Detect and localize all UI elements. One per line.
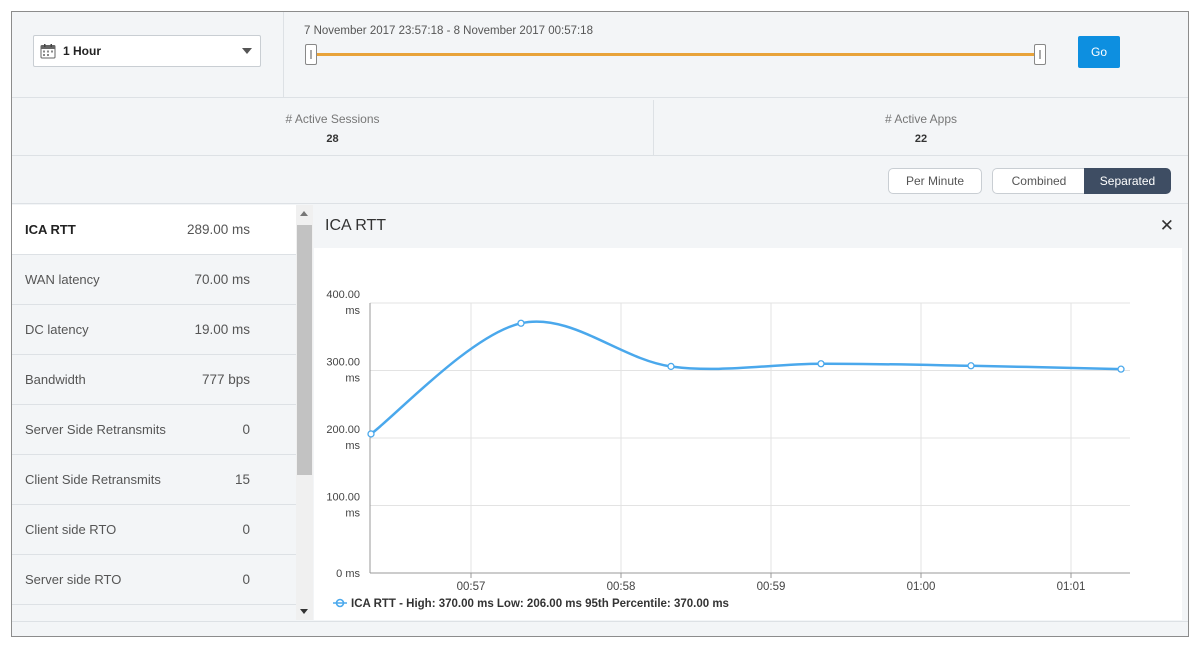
ica-rtt-line-chart: 400.00 ms 300.00 ms 200.00 ms 100.00 ms 0 ms 00:5… (326, 289, 1130, 610)
active-sessions-stat: # Active Sessions 28 (12, 100, 653, 156)
metric-row-wan-latency[interactable]: WAN latency 70.00 ms (12, 255, 296, 305)
chart-header: ICA RTT ✕ (314, 205, 1182, 248)
x-tick-label: 00:59 (757, 581, 786, 593)
main-frame: 1 Hour 7 November 2017 23:57:18 - 8 Nove… (11, 11, 1189, 637)
series-line-ica-rtt (370, 320, 1122, 435)
divider (653, 100, 654, 156)
x-tick-label: 00:57 (457, 581, 486, 593)
chevron-down-icon (242, 48, 252, 54)
metric-row-client-retransmits[interactable]: Client Side Retransmits 15 (12, 455, 296, 505)
metric-value: 0 (242, 572, 250, 587)
combined-toggle[interactable]: Combined (992, 168, 1085, 194)
chart-panel: ICA RTT ✕ 400.00 ms 300.00 ms 200.00 ms 100.00… (314, 205, 1182, 620)
data-point (1117, 365, 1125, 373)
y-tick-label: 0 ms (336, 568, 360, 580)
metric-value: 777 bps (201, 372, 250, 387)
metric-name: Client side RTO (25, 522, 117, 537)
x-tick-label: 01:01 (1057, 581, 1086, 593)
chart-title: ICA RTT (325, 217, 387, 234)
y-tick-unit: ms (345, 508, 360, 520)
slider-start-handle[interactable] (305, 44, 317, 65)
metric-row-server-rto[interactable]: Server side RTO 0 (12, 555, 296, 605)
metric-name: Bandwidth (25, 372, 86, 387)
data-point (667, 362, 675, 371)
data-point (967, 362, 975, 370)
metric-value: 0 (242, 422, 250, 437)
slider-end-handle[interactable] (1034, 44, 1046, 65)
active-apps-stat: # Active Apps 22 (654, 100, 1188, 156)
metric-row-bandwidth[interactable]: Bandwidth 777 bps (12, 355, 296, 405)
metric-row-client-rto[interactable]: Client side RTO 0 (12, 505, 296, 555)
time-slider-track[interactable] (310, 53, 1038, 56)
metric-name: Client Side Retransmits (25, 472, 161, 487)
active-sessions-value: 28 (326, 133, 339, 145)
time-range-text: 7 November 2017 23:57:18 - 8 November 20… (304, 25, 593, 37)
active-sessions-label: # Active Sessions (285, 112, 380, 126)
calendar-icon (40, 44, 56, 59)
legend-text: ICA RTT - High: 370.00 ms Low: 206.00 ms… (351, 598, 729, 610)
y-tick-label: 200.00 (326, 424, 360, 436)
data-point (367, 430, 375, 438)
y-tick-unit: ms (345, 305, 360, 317)
data-point (517, 319, 525, 327)
y-tick-label: 300.00 (326, 357, 360, 369)
per-minute-button[interactable]: Per Minute (888, 168, 982, 194)
stats-row: # Active Sessions 28 # Active Apps 22 (12, 100, 1188, 156)
separated-toggle[interactable]: Separated (1084, 168, 1171, 194)
time-range-bar: 1 Hour 7 November 2017 23:57:18 - 8 Nove… (12, 12, 1188, 98)
metric-name: Server Side Retransmits (25, 422, 166, 437)
metric-name: WAN latency (25, 272, 100, 287)
metric-row-dc-latency[interactable]: DC latency 19.00 ms (12, 305, 296, 355)
metric-value: 0 (242, 522, 250, 537)
metric-row-ica-rtt[interactable]: ICA RTT 289.00 ms (12, 205, 296, 255)
active-apps-value: 22 (914, 133, 928, 145)
metric-value: 289.00 ms (186, 222, 250, 237)
y-tick-label: 100.00 (326, 492, 360, 504)
metrics-scrollbar[interactable] (296, 205, 313, 620)
y-tick-unit: ms (345, 373, 360, 385)
active-apps-label: # Active Apps (884, 112, 958, 126)
metric-row-server-retransmits[interactable]: Server Side Retransmits 0 (12, 405, 296, 455)
metric-value: 70.00 ms (194, 272, 250, 287)
close-icon[interactable]: ✕ (1159, 216, 1174, 235)
footer-band (12, 621, 1188, 636)
time-range-dropdown[interactable]: 1 Hour (33, 35, 261, 67)
metric-value: 19.00 ms (194, 322, 250, 337)
time-range-label: 1 Hour (63, 44, 102, 58)
metric-value: 15 (234, 472, 250, 487)
scroll-down-icon[interactable] (300, 609, 308, 614)
view-toggle-row: Per Minute Combined Separated (12, 157, 1188, 204)
scroll-thumb[interactable] (297, 225, 312, 475)
metric-name: ICA RTT (25, 222, 76, 237)
metric-name: DC latency (25, 322, 89, 337)
divider (283, 12, 284, 98)
metric-name: Server side RTO (25, 572, 122, 587)
scroll-up-icon[interactable] (300, 211, 308, 216)
y-tick-unit: ms (345, 440, 360, 452)
data-point (817, 360, 825, 368)
x-tick-label: 01:00 (907, 581, 936, 593)
go-button[interactable]: Go (1078, 36, 1120, 68)
y-tick-label: 400.00 (326, 289, 360, 301)
x-tick-label: 00:58 (607, 581, 636, 593)
metrics-list: ICA RTT 289.00 ms WAN latency 70.00 ms D… (12, 205, 296, 620)
